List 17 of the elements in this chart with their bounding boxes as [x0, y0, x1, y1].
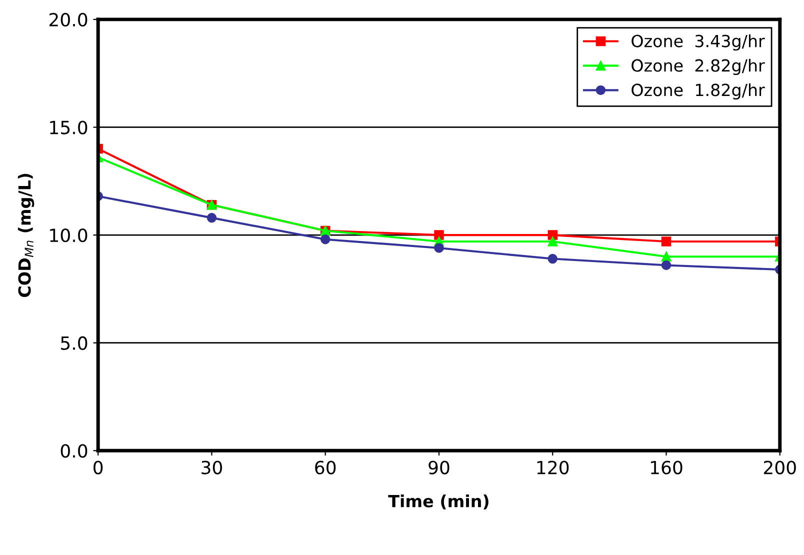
y-axis-title: COD$_{Mn}$ (mg/L) [18, 174, 34, 297]
x-tick-label: 30 [202, 460, 222, 474]
y-tick-label: 0.0 [60, 444, 88, 458]
legend-label: Ozone 3.43g/hr [632, 34, 765, 51]
x-tick-label: 160 [651, 460, 682, 474]
y-tick-label: 20.0 [49, 12, 88, 27]
legend-label: Ozone 1.82g/hr [632, 83, 765, 100]
x-tick-label: 0 [94, 460, 103, 474]
y-tick-label: 5.0 [61, 336, 88, 350]
x-tick-label: 200 [764, 460, 796, 474]
x-tick-label: 90 [428, 460, 450, 474]
legend-label: Ozone 2.82g/hr [632, 58, 765, 76]
y-tick-label: 10.0 [50, 228, 88, 242]
x-tick-label: 60 [315, 460, 336, 474]
y-tick-label: 15.0 [50, 120, 88, 134]
x-tick-label: 120 [537, 460, 569, 474]
x-axis-title: Time (min) [388, 494, 488, 510]
